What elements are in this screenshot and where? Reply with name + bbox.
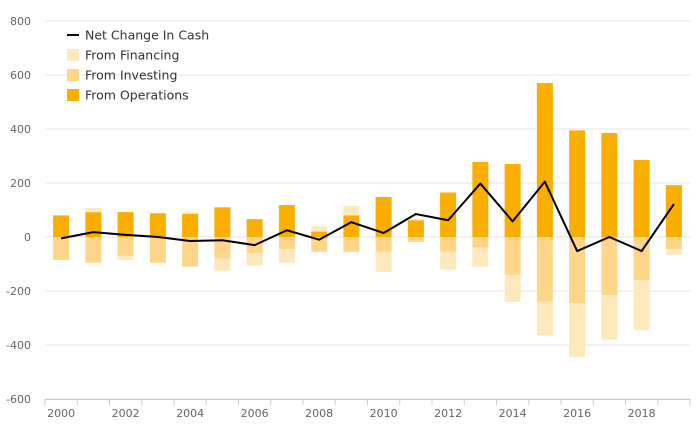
- bar-from-financing: [182, 212, 199, 214]
- x-tick-label: 2000: [47, 407, 75, 420]
- bar-from-financing: [472, 247, 489, 267]
- bars: [53, 83, 682, 358]
- bar-from-financing: [117, 255, 134, 260]
- x-tick-label: 2014: [499, 407, 527, 420]
- legend-swatch: [67, 69, 79, 81]
- x-tick-label: 2016: [563, 407, 591, 420]
- bar-from-investing: [85, 237, 102, 263]
- bar-from-financing: [504, 274, 521, 302]
- bar-from-operations: [536, 83, 553, 237]
- bar-from-operations: [601, 133, 618, 237]
- bar-from-financing: [343, 205, 360, 216]
- y-tick-label: 600: [10, 69, 31, 82]
- bar-from-operations: [311, 231, 328, 237]
- x-tick-label: 2002: [112, 407, 140, 420]
- bar-from-operations: [214, 207, 231, 237]
- bar-from-operations: [665, 185, 682, 237]
- bar-from-financing: [665, 249, 682, 255]
- x-tick-label: 2004: [176, 407, 204, 420]
- bar-from-operations: [117, 212, 134, 237]
- bar-from-operations: [246, 219, 263, 237]
- legend-swatch: [67, 49, 79, 61]
- legend-label: From Investing: [85, 68, 177, 83]
- bar-from-operations: [569, 130, 586, 237]
- bar-from-operations: [343, 215, 360, 237]
- bar-from-investing: [665, 237, 682, 250]
- y-tick-label: 0: [24, 231, 31, 244]
- y-tick-label: 800: [10, 15, 31, 28]
- legend-swatch: [67, 89, 79, 101]
- bar-from-operations: [85, 212, 102, 237]
- bar-from-financing: [569, 303, 586, 358]
- bar-from-investing: [149, 237, 166, 263]
- bar-from-financing: [601, 295, 618, 340]
- bar-from-investing: [343, 237, 360, 252]
- bar-from-investing: [311, 237, 328, 252]
- bar-from-investing: [440, 237, 457, 252]
- bar-from-operations: [53, 215, 70, 237]
- x-tick-label: 2012: [434, 407, 462, 420]
- y-tick-label: -400: [6, 339, 31, 352]
- bar-from-financing: [311, 226, 328, 232]
- bar-from-operations: [182, 213, 199, 237]
- bar-from-investing: [53, 237, 70, 260]
- legend-label: From Financing: [85, 48, 179, 63]
- bar-from-investing: [117, 237, 134, 256]
- bar-from-operations: [633, 160, 650, 237]
- bar-from-operations: [149, 213, 166, 237]
- bar-from-financing: [278, 249, 295, 263]
- bar-from-financing: [440, 251, 457, 270]
- y-tick-label: -200: [6, 285, 31, 298]
- net-change-line-layer: [60, 180, 675, 253]
- bar-from-investing: [214, 237, 231, 259]
- bar-from-operations: [278, 205, 295, 237]
- bar-from-financing: [407, 218, 424, 221]
- y-tick-label: 200: [10, 177, 31, 190]
- bar-from-operations: [375, 197, 392, 237]
- x-tick-label: 2008: [305, 407, 333, 420]
- x-tick-label: 2018: [628, 407, 656, 420]
- x-tick-label: 2006: [241, 407, 269, 420]
- bar-from-financing: [633, 280, 650, 331]
- y-tick-label: -600: [6, 393, 31, 406]
- bar-from-operations: [504, 164, 521, 237]
- bar-from-operations: [472, 161, 489, 237]
- bar-from-financing: [375, 251, 392, 273]
- bar-from-operations: [440, 192, 457, 237]
- bar-from-investing: [633, 237, 650, 281]
- bar-from-financing: [246, 253, 263, 266]
- bar-from-financing: [214, 258, 231, 271]
- axes: -600 -400 -200 0 200 400 600 800 2000 2002 2004 200…: [6, 15, 691, 420]
- legend-label: Net Change In Cash: [85, 28, 209, 43]
- bar-from-investing: [504, 237, 521, 275]
- bar-from-investing: [407, 237, 424, 242]
- bar-from-investing: [536, 237, 553, 302]
- x-tick-label: 2010: [370, 407, 398, 420]
- bar-from-financing: [536, 301, 553, 336]
- legend-label: From Operations: [85, 88, 189, 103]
- bar-from-investing: [601, 237, 618, 296]
- bar-from-investing: [182, 237, 199, 267]
- legend: Net Change In Cash From Financing From Inv…: [67, 28, 209, 103]
- bar-from-investing: [569, 237, 586, 304]
- net-change-line: [60, 180, 675, 253]
- bar-from-operations: [407, 220, 424, 237]
- bar-from-investing: [472, 237, 489, 248]
- bar-from-investing: [278, 237, 295, 250]
- bar-from-investing: [375, 237, 392, 252]
- y-tick-label: 400: [10, 123, 31, 136]
- bar-from-financing: [85, 208, 102, 213]
